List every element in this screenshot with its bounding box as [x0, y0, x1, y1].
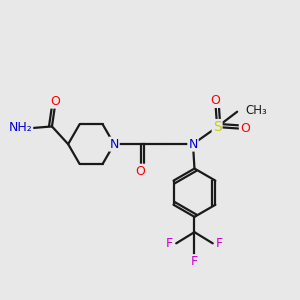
Text: O: O — [240, 122, 250, 135]
Text: O: O — [211, 94, 220, 107]
Text: N: N — [110, 138, 119, 151]
Text: N: N — [188, 138, 198, 151]
Text: F: F — [191, 255, 198, 268]
Text: F: F — [216, 237, 223, 250]
Text: O: O — [136, 165, 146, 178]
Text: NH₂: NH₂ — [8, 122, 32, 134]
Text: S: S — [213, 120, 221, 134]
Text: F: F — [166, 237, 173, 250]
Text: CH₃: CH₃ — [245, 104, 267, 117]
Text: O: O — [50, 94, 60, 108]
